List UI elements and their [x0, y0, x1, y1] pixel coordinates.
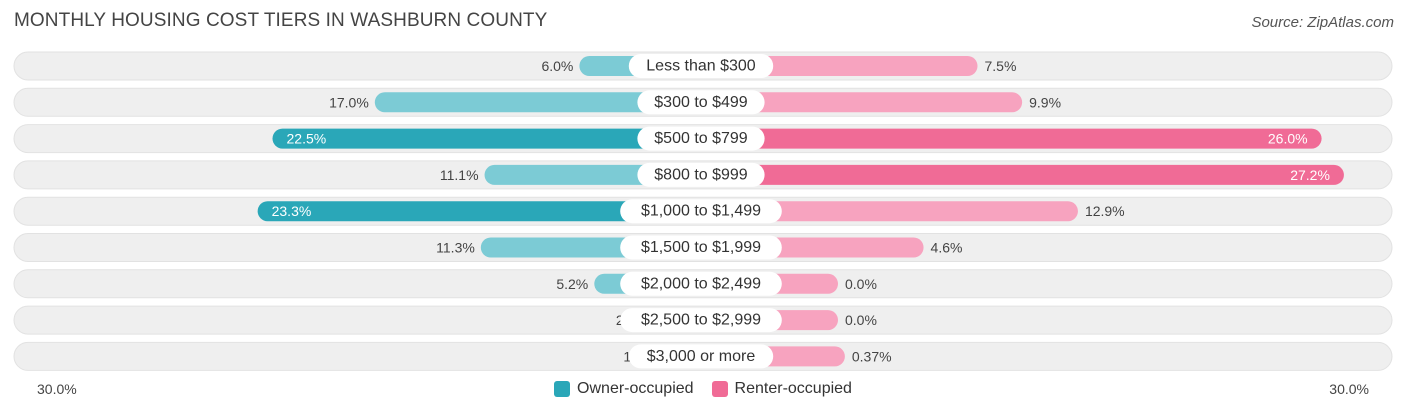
axis-label-right: 30.0%	[1329, 381, 1369, 397]
category-label: $300 to $499	[654, 94, 748, 111]
renter-bar	[701, 92, 1023, 113]
bar-row-0: 6.0% 7.5% Less than $300	[13, 51, 1393, 81]
category-label: Less than $300	[646, 58, 756, 75]
owner-bar	[272, 128, 701, 149]
bar-row-8: 1.6%0.37%$3,000 or more	[13, 341, 1393, 371]
legend-swatch-owner	[554, 381, 571, 397]
category-pill	[628, 54, 774, 78]
bar-row-1: 17.0% 9.9% $300 to $499	[13, 87, 1393, 117]
owner-value-label: 22.5%	[287, 131, 327, 147]
owner-bar	[257, 201, 701, 222]
legend-label-owner: Owner-occupied	[577, 380, 694, 397]
renter-bar	[701, 128, 1322, 149]
category-pill	[620, 199, 782, 224]
renter-bar	[701, 201, 1078, 222]
bar-row-7: 2.0%0.0%$2,500 to $2,999	[13, 305, 1393, 335]
legend: Owner-occupied Renter-occupied	[0, 378, 1406, 400]
owner-value-label: 11.1%	[440, 167, 479, 183]
chart-canvas: 6.0% 7.5% Less than $300 17.0% 9.9% $300 to $…	[13, 51, 1393, 371]
category-label: $500 to $799	[654, 130, 748, 147]
category-label: $2,500 to $2,999	[641, 312, 761, 329]
owner-value-label: 17.0%	[329, 94, 369, 110]
chart-title: MONTHLY HOUSING COST TIERS IN WASHBURN C…	[14, 10, 548, 31]
category-label: $1,500 to $1,999	[641, 239, 761, 256]
category-pill	[637, 162, 765, 187]
category-label: $1,000 to $1,499	[641, 203, 761, 220]
category-label: $3,000 or more	[647, 348, 756, 365]
category-pill	[628, 344, 774, 369]
renter-value-label: 0.0%	[845, 312, 877, 328]
owner-value-label: 23.3%	[272, 203, 312, 219]
axis-label-left: 30.0%	[37, 381, 77, 397]
renter-value-label: 27.2%	[1290, 167, 1330, 183]
renter-value-label: 12.9%	[1085, 203, 1125, 219]
renter-value-label: 26.0%	[1268, 131, 1308, 147]
bar-row-3: 11.1% 27.2% $800 to $999	[13, 160, 1393, 190]
renter-value-label: 0.37%	[852, 348, 892, 364]
bar-row-6: 5.2% 0.0% $2,000 to $2,499	[13, 269, 1393, 299]
owner-value-label: 5.2%	[556, 276, 588, 292]
source-label: Source: ZipAtlas.com	[1251, 14, 1394, 31]
renter-value-label: 4.6%	[931, 240, 963, 256]
category-label: $2,000 to $2,499	[641, 275, 761, 292]
owner-value-label: 6.0%	[541, 58, 573, 74]
bar-row-4: 23.3% 12.9% $1,000 to $1,499	[13, 196, 1393, 226]
legend-item-renter[interactable]: Renter-occupied	[711, 380, 852, 398]
legend-item-owner[interactable]: Owner-occupied	[554, 380, 694, 398]
category-pill	[620, 235, 782, 260]
category-pill	[620, 271, 782, 296]
category-pill	[620, 308, 782, 333]
owner-bar	[374, 92, 701, 113]
bar-row-2: 22.5% 26.0% $500 to $799	[13, 124, 1393, 154]
renter-value-label: 7.5%	[985, 58, 1017, 74]
category-label: $800 to $999	[654, 166, 748, 183]
category-pill	[637, 90, 765, 115]
renter-value-label: 9.9%	[1029, 94, 1061, 110]
owner-value-label: 11.3%	[436, 240, 475, 256]
renter-value-label: 0.0%	[845, 276, 877, 292]
legend-label-renter: Renter-occupied	[734, 380, 852, 397]
category-pill	[637, 126, 765, 151]
legend-swatch-renter	[711, 381, 728, 397]
renter-bar	[701, 164, 1344, 185]
bar-row-5: 11.3% 4.6% $1,500 to $1,999	[13, 233, 1393, 262]
